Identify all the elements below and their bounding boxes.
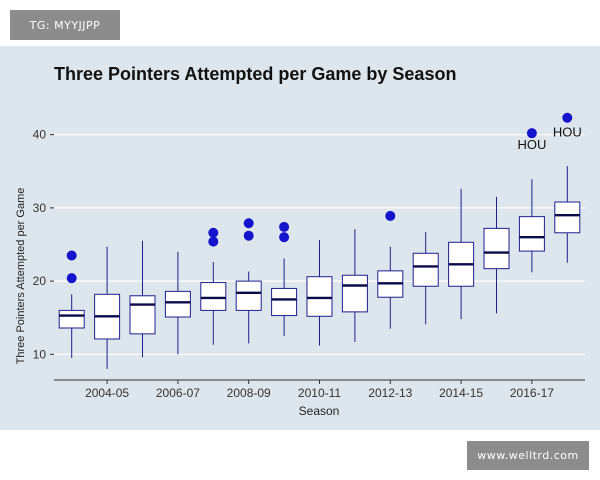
outlier-point (526, 128, 537, 139)
box-series: HOU HOU (58, 112, 582, 370)
outlier-annotation-label: HOU (517, 137, 546, 152)
box-iqr (200, 282, 227, 311)
outlier-point (562, 112, 573, 123)
box-iqr (554, 201, 581, 234)
box-group (306, 240, 333, 346)
watermark-top-text: TG: MYYJJPP (29, 18, 101, 32)
box-group (377, 210, 404, 329)
x-axis-title: Season (299, 404, 340, 418)
box-group (235, 218, 262, 344)
outlier-annotation-label: HOU (553, 125, 582, 140)
box-group (200, 227, 227, 345)
watermark-bottom-badge: www.welltrd.com (467, 441, 589, 470)
outlier-point (66, 250, 77, 261)
x-tick-label: 2004-05 (85, 386, 129, 400)
outlier-point (208, 227, 219, 238)
box-group (271, 221, 298, 337)
box-group (58, 250, 85, 359)
box-group (448, 188, 475, 320)
box-iqr (235, 280, 262, 311)
y-tick-label: 30 (33, 201, 47, 215)
outlier-point (243, 218, 254, 229)
y-tick-label: 40 (33, 128, 47, 142)
box-iqr (518, 216, 545, 252)
box-iqr (58, 309, 85, 329)
y-tick-label: 10 (33, 347, 47, 361)
box-iqr (129, 295, 156, 335)
outlier-point (66, 273, 77, 284)
outlier-point (279, 232, 290, 243)
x-tick-label: 2008-09 (227, 386, 271, 400)
box-iqr (306, 276, 333, 317)
x-tick-label: 2012-13 (368, 386, 412, 400)
y-axis-title: Three Pointers Attempted per Game (15, 188, 27, 365)
box-group (129, 240, 156, 358)
chart-panel: HOU HOU 10 20 30 40 2004-05 2006-07 2008-09 2010… (0, 46, 600, 430)
outlier-point (279, 221, 290, 232)
box-group (483, 196, 510, 314)
boxplot-chart: HOU HOU 10 20 30 40 2004-05 2006-07 2008-09 2010… (15, 64, 585, 418)
box-group (164, 251, 191, 355)
box-group (94, 246, 121, 370)
outlier-point (208, 236, 219, 247)
box-iqr (164, 290, 191, 318)
axes: 10 20 30 40 2004-05 2006-07 2008-09 2010-11 2012… (33, 128, 585, 400)
box-group (341, 229, 368, 342)
box-group (554, 112, 581, 263)
x-tick-label: 2016-17 (510, 386, 554, 400)
watermark-top-badge: TG: MYYJJPP (10, 10, 120, 40)
x-tick-label: 2014-15 (439, 386, 483, 400)
chart-title: Three Pointers Attempted per Game by Sea… (54, 64, 456, 84)
outlier-point (385, 210, 396, 221)
box-group (412, 232, 439, 325)
box-iqr (271, 287, 298, 317)
x-tick-label: 2010-11 (298, 386, 341, 400)
box-group (518, 128, 545, 273)
y-tick-label: 20 (33, 274, 47, 288)
box-iqr (341, 274, 368, 313)
outlier-point (243, 230, 254, 241)
box-iqr (412, 252, 439, 287)
box-iqr (483, 227, 510, 270)
x-tick-label: 2006-07 (156, 386, 200, 400)
watermark-bottom-text: www.welltrd.com (477, 449, 579, 462)
